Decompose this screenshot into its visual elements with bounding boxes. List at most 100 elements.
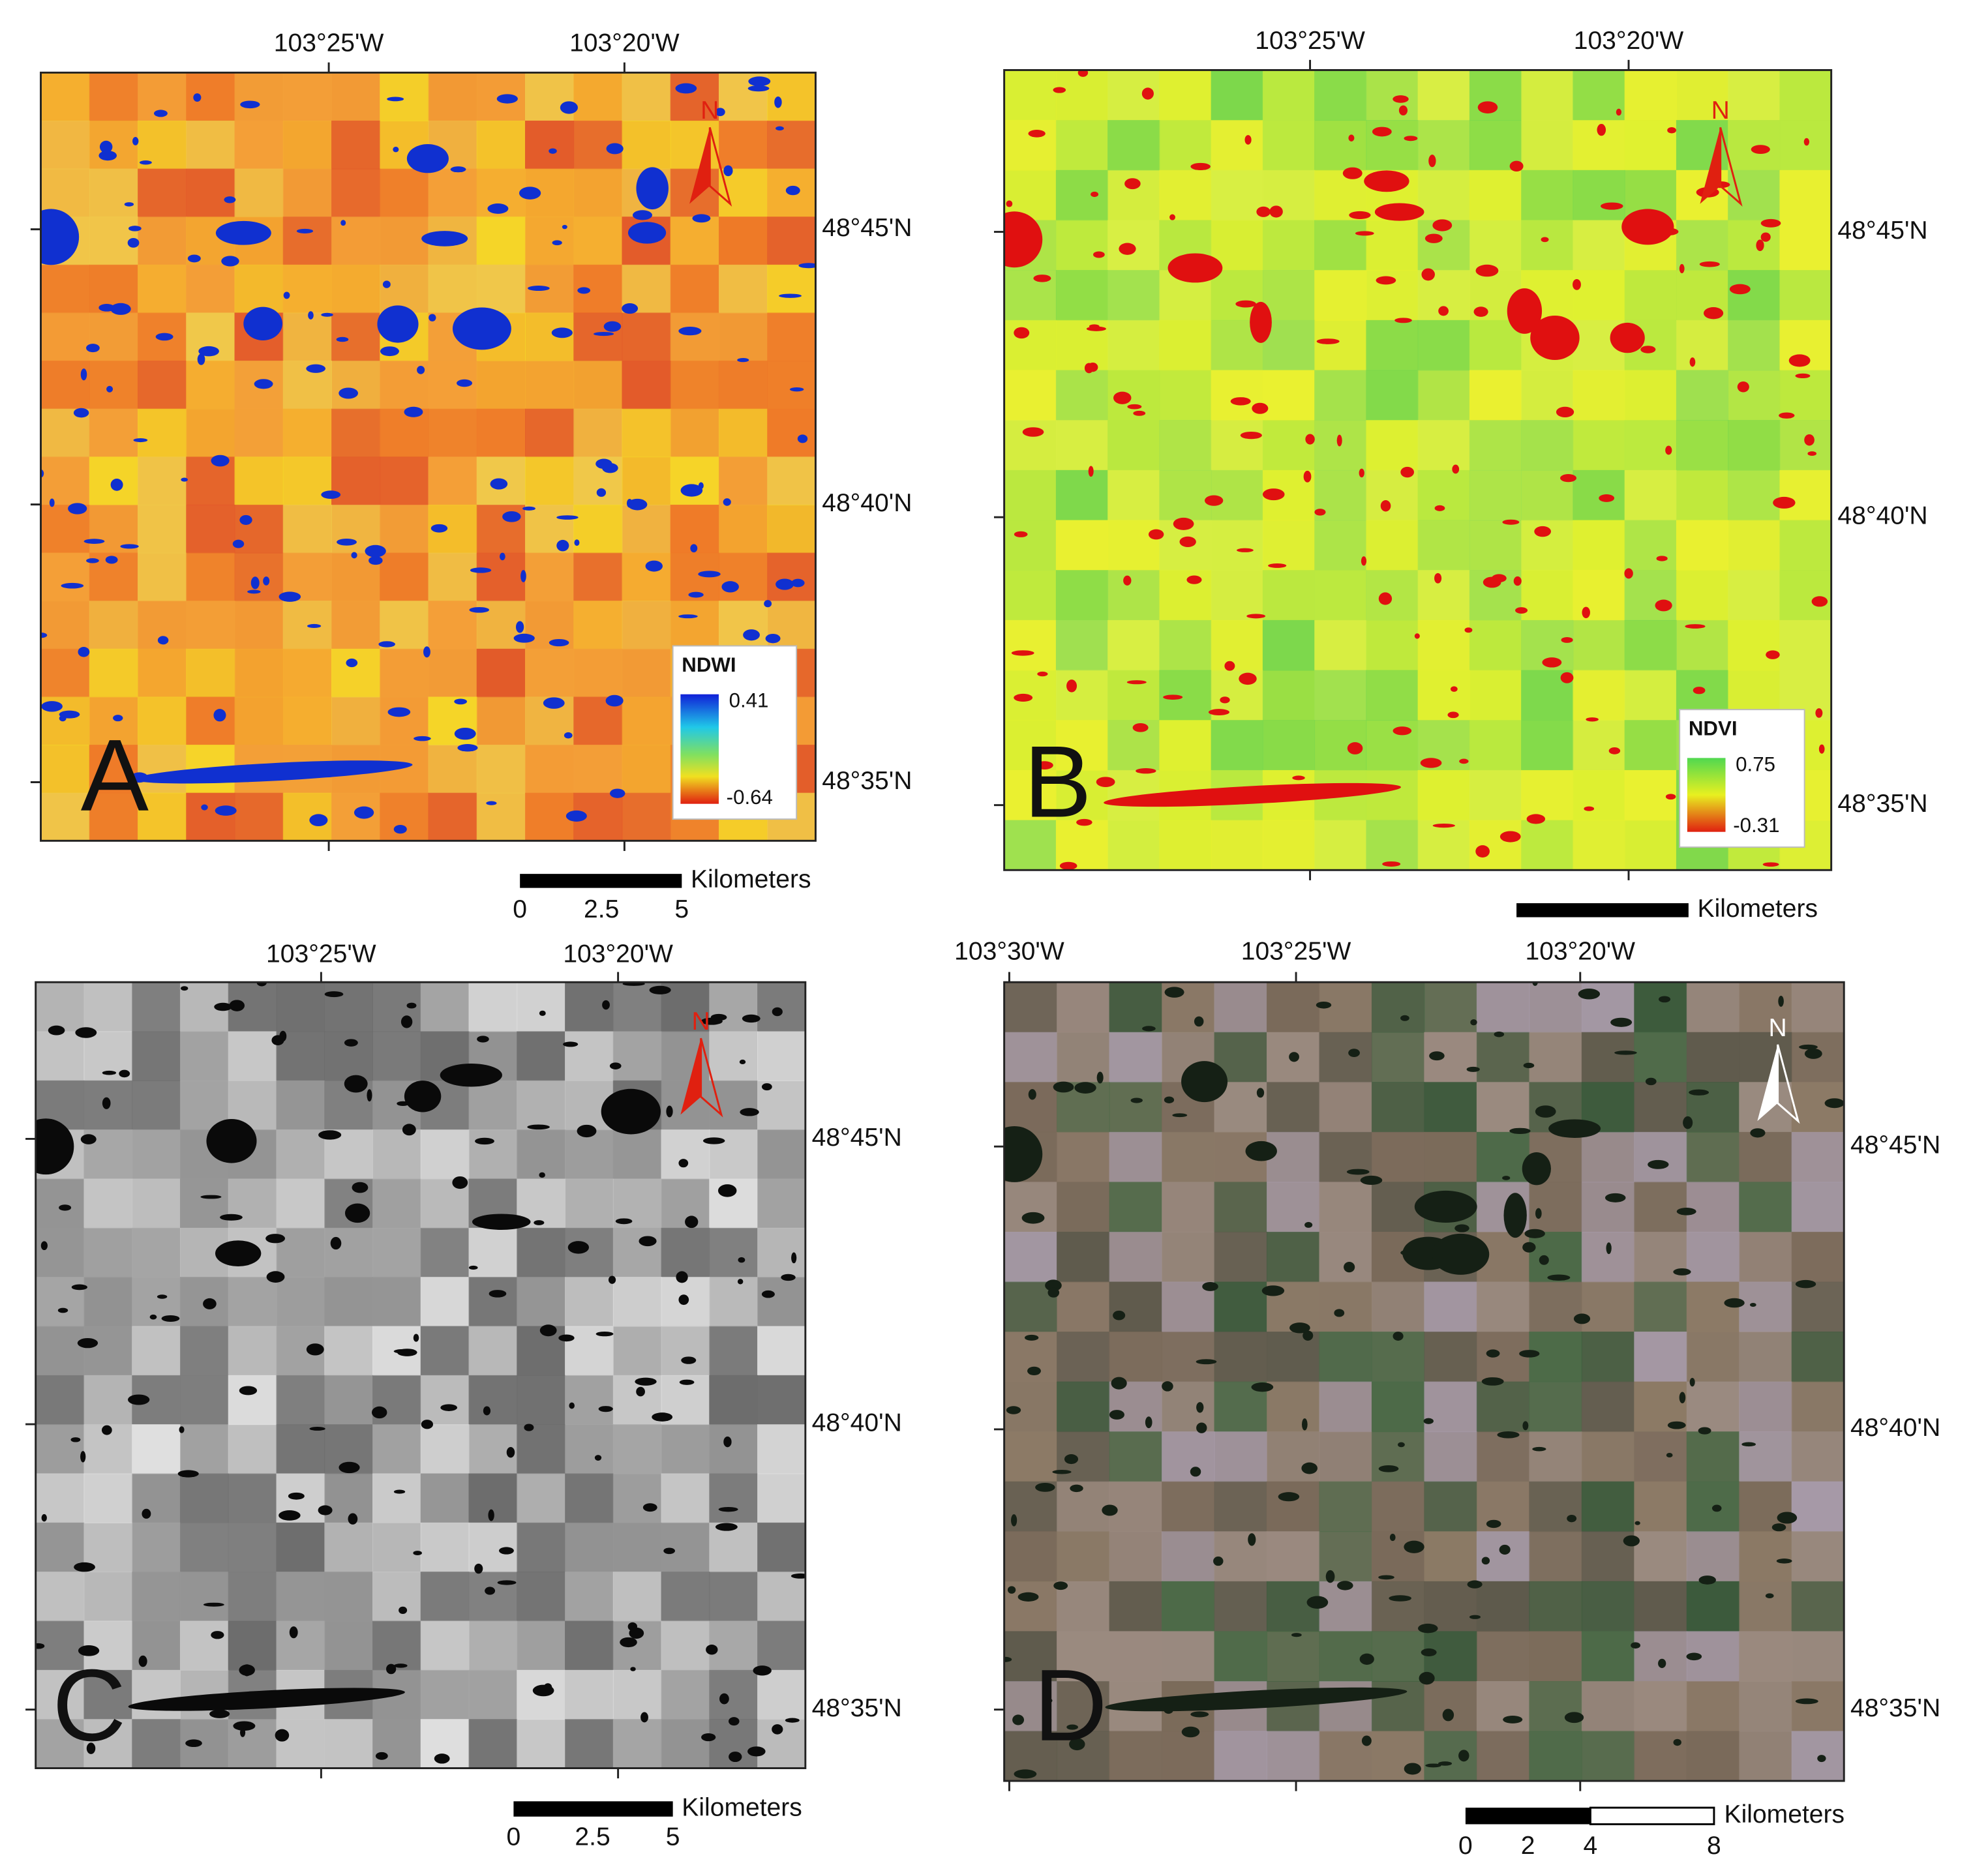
- pond: [1237, 548, 1254, 552]
- field-patch: [1214, 1182, 1267, 1232]
- field-patch: [1529, 1381, 1582, 1433]
- field-patch: [1319, 1332, 1372, 1382]
- field-patch: [757, 1473, 806, 1523]
- field-patch: [1371, 1731, 1425, 1782]
- field-patch: [1109, 1082, 1163, 1133]
- field-patch: [1634, 982, 1687, 1033]
- field-patch: [1366, 420, 1419, 471]
- pond: [666, 1105, 673, 1118]
- field-patch: [132, 1669, 181, 1720]
- pond: [1074, 1082, 1096, 1094]
- pond: [475, 1137, 494, 1145]
- field-patch: [1214, 1431, 1267, 1482]
- field-patch: [612, 1473, 662, 1523]
- pond: [1289, 1322, 1310, 1334]
- pond: [1346, 1169, 1370, 1175]
- pond: [1539, 1255, 1549, 1265]
- field-patch: [380, 72, 429, 121]
- field-patch: [1267, 982, 1320, 1033]
- pond: [564, 732, 573, 739]
- field-patch: [1739, 1581, 1792, 1632]
- pond: [1811, 596, 1828, 607]
- field-patch: [757, 1669, 806, 1720]
- field-patch: [767, 312, 816, 362]
- field-patch: [1581, 1581, 1635, 1632]
- field-patch: [670, 312, 719, 362]
- field-patch: [324, 1473, 373, 1523]
- field-patch: [179, 1424, 229, 1474]
- field-patch: [1739, 1231, 1792, 1283]
- lake: [636, 167, 669, 210]
- field-patch: [1739, 1131, 1792, 1183]
- pond: [430, 524, 448, 533]
- pond: [630, 1667, 636, 1671]
- field-patch: [1476, 1131, 1530, 1183]
- field-patch: [372, 1129, 421, 1180]
- pond: [1382, 861, 1401, 867]
- pond: [1378, 592, 1393, 605]
- pond: [1342, 167, 1363, 179]
- field-patch: [1057, 1431, 1110, 1482]
- pond: [365, 545, 386, 558]
- pond: [779, 293, 802, 298]
- field-patch: [1109, 1182, 1163, 1232]
- field-patch: [428, 745, 477, 794]
- field-patch: [1057, 1731, 1110, 1782]
- pond: [1076, 818, 1092, 826]
- field-patch: [573, 408, 623, 458]
- field-patch: [372, 1522, 421, 1573]
- field-patch: [1366, 670, 1419, 721]
- field-patch: [179, 1375, 229, 1425]
- pond: [279, 1030, 287, 1042]
- pond: [791, 1252, 797, 1264]
- pond: [254, 379, 273, 389]
- pond: [1640, 346, 1656, 353]
- pond: [747, 1746, 766, 1757]
- field-patch: [1676, 220, 1729, 271]
- field-patch: [1319, 1481, 1372, 1532]
- pond: [737, 1279, 744, 1285]
- pond: [457, 744, 478, 752]
- pond: [640, 1712, 648, 1723]
- field-patch: [1417, 520, 1470, 571]
- pond: [1014, 693, 1033, 702]
- pond: [549, 148, 557, 154]
- pond: [128, 1394, 150, 1405]
- field-patch: [324, 1572, 373, 1622]
- field-patch: [1739, 1680, 1792, 1732]
- pond: [558, 1334, 575, 1342]
- field-patch: [40, 361, 90, 410]
- pond: [1337, 1581, 1353, 1590]
- field-patch: [428, 408, 477, 458]
- pond: [308, 311, 314, 320]
- pond: [785, 1718, 800, 1723]
- pond: [1077, 70, 1089, 77]
- field-patch: [324, 1719, 373, 1768]
- map-image: [35, 982, 806, 1768]
- field-patch: [428, 168, 477, 218]
- field-patch: [1424, 982, 1477, 1033]
- pond: [1162, 1381, 1173, 1392]
- pond: [723, 1436, 732, 1448]
- pond: [382, 280, 391, 288]
- field-patch: [565, 1669, 614, 1720]
- pond: [1795, 373, 1811, 379]
- field-patch: [517, 1031, 566, 1081]
- field-patch: [622, 504, 671, 554]
- pond: [1196, 1422, 1207, 1433]
- field-patch: [228, 1375, 277, 1425]
- field-patch: [179, 1572, 229, 1622]
- field-patch: [661, 1031, 710, 1081]
- field-patch: [1004, 120, 1057, 171]
- pond: [1693, 687, 1706, 694]
- panel-letter: A: [81, 719, 149, 833]
- field-patch: [228, 1424, 277, 1474]
- field-patch: [228, 1178, 277, 1229]
- field-patch: [718, 216, 768, 265]
- lake: [215, 1240, 262, 1266]
- pond: [1064, 1454, 1079, 1465]
- field-patch: [234, 120, 284, 170]
- pond: [1689, 1377, 1695, 1387]
- lake: [243, 306, 282, 340]
- pond: [652, 1412, 673, 1422]
